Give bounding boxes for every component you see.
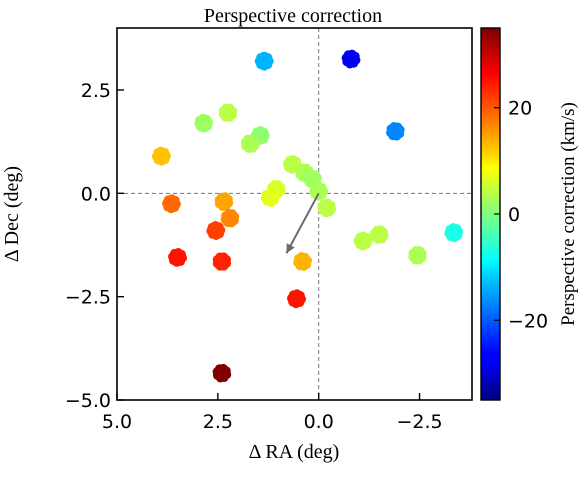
motion-arrow-head [286, 243, 295, 254]
x-tick-label: 5.0 [102, 411, 132, 433]
x-tick-label: −2.5 [396, 411, 442, 433]
cluster-star [299, 261, 309, 271]
cluster-star [351, 55, 361, 65]
y-tick-label: 2.5 [81, 80, 111, 102]
cluster-star [323, 198, 333, 208]
cluster-point [240, 134, 260, 153]
y-tick-label: −5.0 [65, 390, 111, 412]
cluster-star [166, 204, 176, 214]
x-tick-label: 0.0 [304, 411, 334, 433]
cluster-point [220, 208, 240, 228]
x-axis: 5.0 2.5 0.0 −2.5 [102, 393, 443, 433]
x-axis-label: Δ RA (deg) [249, 441, 340, 463]
cluster-star [225, 112, 235, 122]
cluster-star [393, 122, 403, 132]
cluster-point [218, 103, 238, 122]
cluster-point [206, 221, 226, 240]
cluster-star [369, 229, 379, 239]
cluster-star [222, 258, 232, 268]
chart-title: Perspective correction [204, 5, 382, 27]
cluster-star [303, 175, 313, 185]
cluster-point [309, 181, 329, 201]
cluster-point [317, 198, 337, 218]
cluster-point [341, 49, 361, 69]
x-tick-label: 2.5 [203, 411, 233, 433]
cluster-star [276, 183, 286, 192]
cluster-star [243, 134, 253, 144]
plot-area [117, 28, 472, 400]
cluster-point [162, 194, 181, 214]
cluster-star [310, 183, 320, 193]
cluster-point [408, 246, 427, 265]
cluster-star [177, 249, 186, 259]
colorbar-tick-label: 0 [508, 204, 520, 226]
cluster-point [444, 223, 464, 243]
cluster-point [283, 155, 302, 174]
cluster-point [151, 146, 171, 166]
y-tick-label: −2.5 [65, 287, 111, 309]
y-axis-label: Δ Dec (deg) [1, 166, 23, 262]
cluster-point [369, 225, 389, 244]
colorbar-ticks: 20 0 −20 [494, 98, 548, 332]
colorbar-label: Perspective correction (km/s) [558, 102, 579, 326]
y-tick-label: 0.0 [81, 183, 111, 205]
cluster-star [452, 224, 462, 234]
colorbar-tick-label: 20 [508, 98, 532, 120]
cluster-point [168, 248, 187, 267]
cluster-point [214, 192, 234, 211]
cluster-star [221, 211, 231, 221]
cluster-star [196, 122, 206, 132]
cluster-star [355, 239, 364, 249]
colorbar-tick-label: −20 [508, 310, 548, 332]
plot-frame [116, 27, 473, 401]
cluster-point [293, 252, 312, 271]
cluster-star [297, 294, 306, 304]
cluster-point [260, 188, 280, 207]
cluster-point [212, 252, 232, 271]
cluster-star [263, 53, 273, 62]
cluster-star [219, 373, 229, 382]
cluster-star [269, 196, 279, 205]
cluster-star [411, 246, 421, 256]
cluster-star [211, 221, 220, 230]
motion-arrow [285, 192, 320, 254]
cluster-point [254, 51, 274, 71]
cluster-point [386, 122, 405, 141]
cluster-point [287, 289, 306, 309]
y-axis: 2.5 0.0 −2.5 −5.0 [65, 80, 124, 412]
cluster-point [353, 231, 373, 251]
cluster-point [212, 363, 232, 383]
cluster-star [215, 199, 224, 209]
cluster-point [194, 113, 214, 133]
cluster-star [161, 151, 171, 161]
